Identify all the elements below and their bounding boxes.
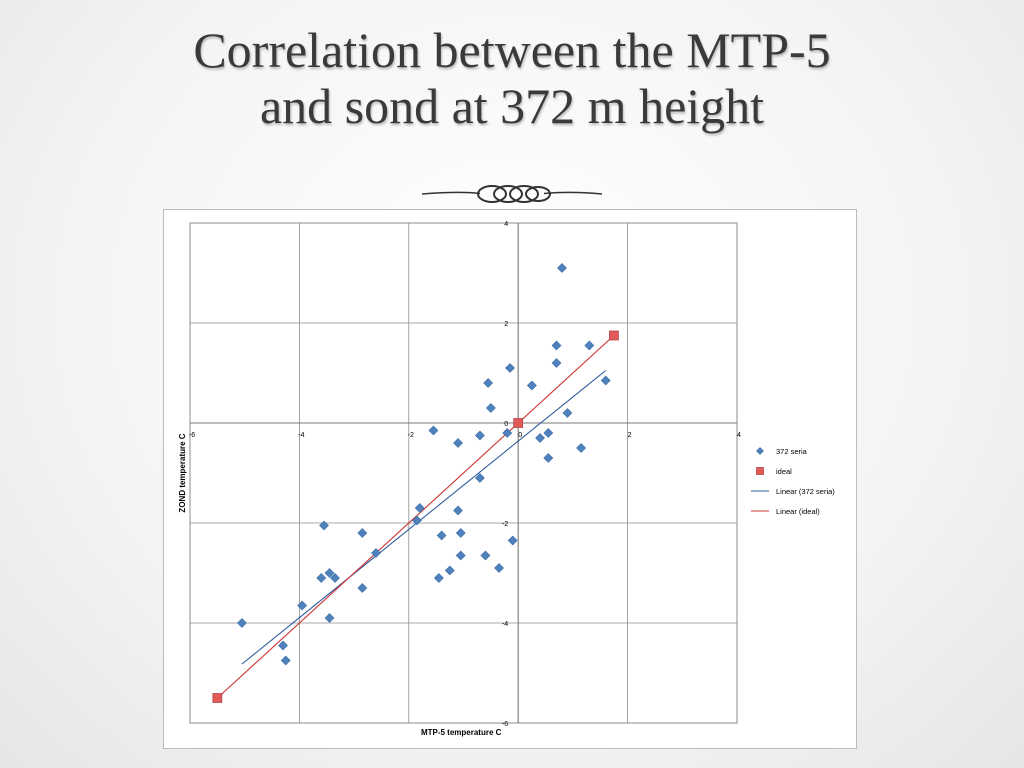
data-point [557, 263, 567, 273]
data-point [316, 573, 327, 583]
data-point [280, 655, 291, 666]
data-point [237, 618, 247, 628]
data-point [474, 473, 485, 483]
data-point [526, 380, 537, 391]
data-point [494, 563, 504, 573]
legend-label: ideal [776, 467, 792, 476]
data-point [505, 363, 515, 373]
data-point [371, 548, 381, 558]
data-point [474, 430, 485, 441]
x-axis-label: MTP-5 temperature C [421, 728, 502, 737]
y-tick-label: 0 [504, 421, 508, 428]
axis-layer: -6 -4 -2 0 2 4 -6 -4 -2 0 2 4 [189, 221, 741, 728]
scatter-chart: -6 -4 -2 0 2 4 -6 -4 -2 0 2 4 372 seria ideal Linear … [178, 221, 835, 737]
y-tick-label: 2 [504, 321, 508, 328]
ideal-point [212, 693, 223, 703]
point-layer [212, 263, 619, 703]
data-point [483, 378, 494, 388]
x-tick-label: -2 [408, 432, 414, 439]
data-point [433, 573, 444, 583]
legend-label: 372 seria [776, 447, 808, 456]
data-point [562, 408, 573, 418]
data-point [319, 520, 329, 531]
data-point [414, 503, 425, 513]
slide-title-line-1: Correlation between the MTP-5 [193, 22, 831, 78]
data-point [453, 505, 463, 516]
x-tick-label: 0 [518, 432, 522, 439]
data-point [455, 550, 466, 561]
data-point [278, 640, 288, 651]
data-point [455, 528, 466, 538]
data-point [551, 358, 562, 368]
ideal-point [609, 330, 619, 341]
data-point [507, 535, 518, 546]
data-point [485, 403, 496, 413]
x-tick-label: 4 [737, 432, 741, 439]
data-point [330, 573, 340, 583]
y-tick-label: -6 [502, 721, 508, 728]
data-point [551, 340, 562, 351]
data-point [543, 453, 554, 463]
data-point [324, 568, 335, 578]
legend-marker-diamond [756, 447, 764, 455]
x-tick-label: -4 [298, 432, 304, 439]
y-tick-label: 4 [504, 221, 508, 228]
trendline-layer [216, 335, 615, 699]
legend-marker-square [756, 467, 764, 475]
x-tick-label: 2 [628, 432, 632, 439]
y-tick-label: -2 [502, 521, 508, 528]
chart-frame: -6 -4 -2 0 2 4 -6 -4 -2 0 2 4 372 seria ideal Linear … [163, 209, 857, 749]
data-point [412, 515, 422, 526]
data-point [502, 428, 513, 438]
data-point [600, 375, 611, 386]
data-point [584, 340, 595, 351]
legend: 372 seria ideal Linear (372 seria) Linear (… [751, 447, 835, 516]
x-tick-label: -6 [189, 432, 195, 439]
data-point [436, 530, 447, 541]
data-point [576, 443, 587, 453]
slide-title: Correlation between the MTP-5 and sond a… [0, 22, 1024, 134]
data-point [444, 565, 455, 576]
data-point [357, 528, 368, 538]
y-axis-label: ZOND temperature C [178, 433, 187, 512]
trendline [241, 370, 607, 665]
data-point [535, 433, 546, 443]
trendline [216, 335, 615, 699]
ornament-divider-icon [421, 185, 603, 203]
y-tick-label: -4 [502, 621, 508, 628]
data-point [297, 600, 308, 611]
legend-label: Linear (372 seria) [776, 487, 835, 496]
ideal-point [513, 418, 524, 428]
legend-label: Linear (ideal) [776, 507, 820, 516]
slide-title-line-2: and sond at 372 m height [259, 78, 765, 134]
data-point [480, 550, 491, 561]
data-point [324, 613, 335, 623]
data-point [543, 428, 554, 438]
data-point [357, 583, 368, 593]
data-point [428, 425, 439, 436]
data-point [453, 438, 463, 448]
